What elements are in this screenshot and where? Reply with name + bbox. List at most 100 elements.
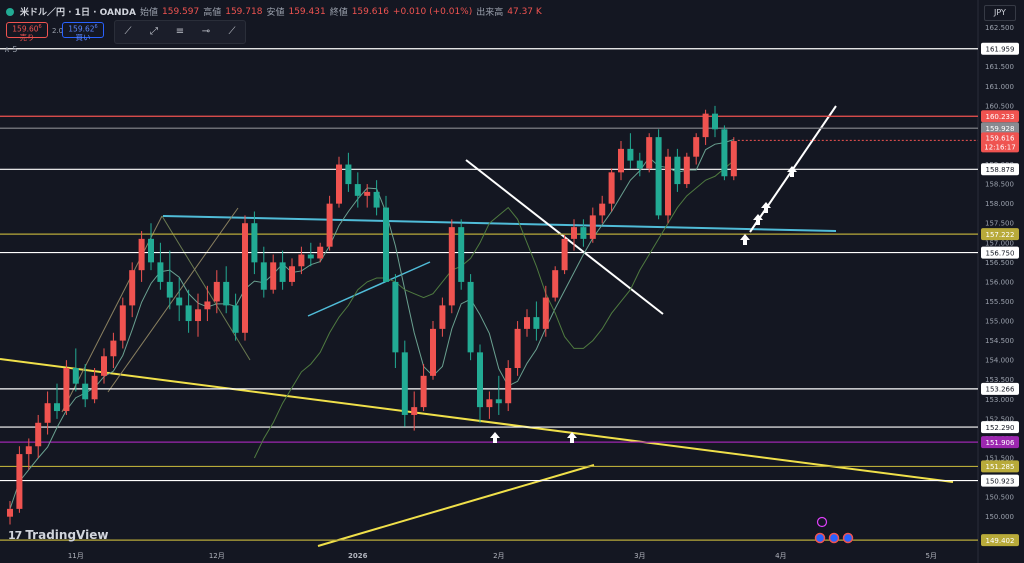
candle-body [336, 164, 342, 204]
candle-body [373, 191, 380, 208]
candle-body [430, 328, 436, 376]
candle-body [514, 328, 521, 368]
current-price-tag [981, 132, 1019, 153]
candle-body [307, 254, 314, 259]
y-tick-label: 154.500 [985, 337, 1014, 345]
candle-body [242, 223, 248, 333]
candle-body [674, 156, 681, 185]
trend-line-icon[interactable]: ⟋ [124, 26, 132, 37]
candle-body [25, 446, 32, 455]
candle-body [627, 148, 634, 161]
candle-body [608, 172, 615, 204]
x-tick-label: 12月 [209, 552, 225, 560]
tv-logo-icon: 17 [8, 528, 22, 542]
cyan-neckline [162, 215, 837, 232]
candle-body [636, 160, 643, 169]
level-price-label: 149.402 [986, 537, 1015, 545]
level-price-label: 160.233 [986, 113, 1015, 121]
candle-body [589, 215, 596, 239]
yellow-trendline-upper [0, 358, 954, 483]
level-price-tag [981, 246, 1019, 259]
y-tick-label: 152.500 [985, 415, 1014, 423]
candle-body [730, 141, 737, 177]
candle-body [138, 238, 145, 271]
candle-body [467, 281, 474, 353]
level-price-label: 151.906 [986, 439, 1015, 447]
x-tick-label: 2月 [493, 552, 504, 560]
level-price-label: 159.928 [986, 125, 1015, 133]
y-tick-label: 153.500 [985, 376, 1014, 384]
level-price-tag [981, 42, 1019, 55]
y-tick-label: 156.000 [985, 278, 1014, 286]
level-price-label: 158.878 [986, 166, 1015, 174]
y-tick-label: 151.500 [985, 455, 1014, 463]
candle-body [279, 262, 286, 282]
candle-body [439, 305, 446, 329]
level-price-label: 161.959 [986, 46, 1015, 54]
candle-body [571, 227, 577, 239]
y-tick-label: 160.500 [985, 102, 1014, 110]
candle-body [448, 227, 455, 306]
fib-icon[interactable]: ≡ [175, 26, 185, 37]
extended-line-icon[interactable]: ⟋ [228, 26, 236, 37]
level-price-tag [981, 460, 1019, 473]
event-flash-icon [816, 516, 828, 528]
candle-body [204, 301, 211, 310]
candle-body [298, 254, 305, 267]
symbol-header: 米ドル／円 · 1日 · OANDA 始値 159.597 高値 159.718 安… [6, 5, 542, 18]
close-value: 159.616 [351, 6, 389, 17]
candle-body [580, 227, 587, 239]
y-tick-label: 158.500 [985, 181, 1014, 189]
buy-button[interactable]: 159.626 買い [62, 22, 104, 41]
horizontal-ray-icon[interactable]: ⊸ [201, 26, 211, 37]
x-tick-label: 2026 [348, 552, 368, 560]
candle-body [289, 266, 295, 282]
level-price-label: 152.290 [986, 424, 1015, 432]
y-tick-label: 162.500 [985, 24, 1014, 32]
candle-body [157, 262, 164, 282]
candle-body [411, 407, 418, 415]
drawing-toolbar: ⟋ ⤢ ≡ ⊸ ⟋ [114, 20, 246, 44]
candle-body [16, 454, 23, 509]
y-tick-label: 154.000 [985, 357, 1014, 365]
ma-slow-line [253, 160, 735, 459]
level-price-tag [981, 228, 1019, 241]
level-price-tag [981, 122, 1019, 135]
level-price-label: 151.285 [986, 463, 1015, 471]
ray-icon[interactable]: ⤢ [150, 26, 158, 37]
indicator-toggle[interactable]: ∧ 5 [4, 45, 18, 54]
candle-body [223, 281, 230, 306]
y-tick-label: 150.500 [985, 494, 1014, 502]
candle-body [44, 403, 51, 423]
up-arrow-marker [787, 166, 797, 177]
level-price-tag [981, 436, 1019, 449]
candle-body [420, 375, 427, 408]
candle-body [561, 238, 568, 271]
candle-body [317, 246, 324, 259]
level-price-tag [981, 421, 1019, 434]
candle-body [270, 262, 277, 290]
candle-body [665, 156, 671, 216]
tradingview-logo: 17 TradingView [8, 528, 109, 542]
candle-body [232, 305, 239, 333]
x-tick-label: 11月 [68, 552, 84, 560]
currency-button[interactable]: JPY [984, 5, 1016, 21]
sell-button[interactable]: 159.606 売り [6, 22, 48, 41]
spread-value: 2.0 [52, 27, 64, 35]
symbol-title[interactable]: 米ドル／円 · 1日 · OANDA [20, 8, 136, 18]
up-arrow-marker [753, 214, 763, 225]
cyan-support-line [307, 261, 431, 317]
candle-body [7, 508, 13, 517]
y-tick-label: 161.500 [985, 63, 1014, 71]
economic-event-icon [842, 532, 854, 544]
candle-body [251, 223, 258, 263]
candle-body [364, 191, 371, 196]
candle-body [345, 164, 352, 185]
level-price-label: 153.266 [986, 386, 1015, 394]
candle-body [599, 203, 606, 216]
candle-body [712, 113, 718, 130]
y-tick-label: 155.500 [985, 298, 1014, 306]
candle-body [82, 383, 89, 400]
